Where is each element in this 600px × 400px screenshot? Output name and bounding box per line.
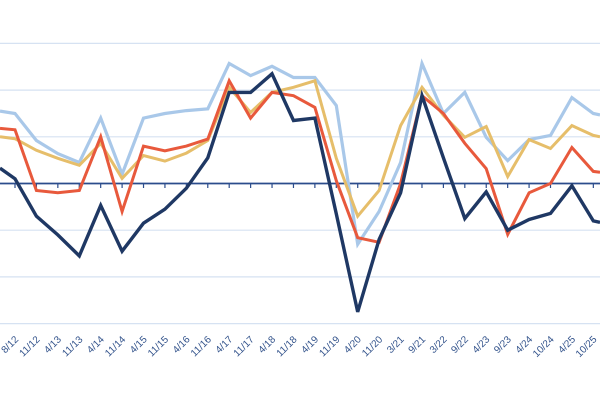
x-axis-label: 9/22 <box>449 334 471 356</box>
x-axis-label: 11/18 <box>275 334 300 359</box>
x-axis-label: 11/12 <box>18 334 43 359</box>
x-axis-label: 11/20 <box>360 334 385 359</box>
x-axis-label: 3/21 <box>385 334 407 356</box>
x-axis-label: 11/17 <box>232 334 257 359</box>
x-axis-label: 10/24 <box>531 334 557 360</box>
series-navy-line <box>0 71 600 313</box>
x-axis-label: 9/21 <box>407 334 429 356</box>
series-gold-line <box>0 78 600 220</box>
series-orange-line <box>0 77 600 245</box>
x-axis-label: 10/25 <box>574 334 600 360</box>
x-axis-label: 11/14 <box>103 334 128 359</box>
x-axis-label: 11/15 <box>146 334 171 359</box>
x-axis-label: 3/22 <box>428 334 450 356</box>
series-light-blue-line <box>0 58 600 249</box>
x-axis-label: 4/23 <box>471 334 493 356</box>
x-axis-label: 11/16 <box>189 334 214 359</box>
x-axis-label: 9/23 <box>492 334 514 356</box>
x-axis-label: 11/13 <box>60 334 85 359</box>
x-axis-label: 11/19 <box>317 334 342 359</box>
